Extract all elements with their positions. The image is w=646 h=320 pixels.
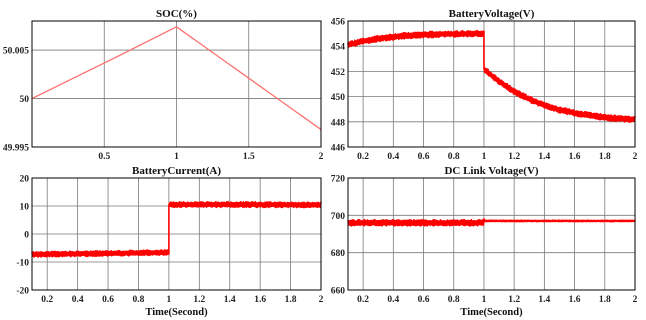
battery-current-chart: 0.2 0.4 0.6 0.8 1 1.2 1.4 1.6 1.8 2 -20 -10 0 10 20 Bat…: [16, 165, 323, 318]
battery-current-title: BatteryCurrent(A): [132, 165, 221, 177]
battery-voltage-x-tick-label: 0.4: [387, 152, 399, 162]
dc-link-voltage-plot-frame: [347, 177, 636, 291]
battery-voltage-x-tick-label: 0.8: [448, 152, 460, 162]
battery-voltage-x-tick-label: 2: [633, 152, 638, 162]
battery-current-x-tick-label: 0.2: [41, 295, 53, 305]
battery-voltage-x-tick-label: 1: [482, 152, 487, 162]
battery-voltage-x-tick-label: 1.2: [508, 152, 520, 162]
soc-y-tick-label: 50.005: [3, 47, 29, 57]
battery-voltage-y-tick-label: 446: [331, 144, 346, 154]
dc-link-voltage-x-tick-label: 1.4: [538, 295, 550, 305]
soc-x-tick-label: 2: [319, 152, 324, 162]
battery-current-x-tick-label: 2: [319, 295, 324, 305]
dc-link-voltage-x-axis-label: Time(Second): [460, 307, 523, 318]
soc-x-tick-label: 0.5: [98, 152, 110, 162]
battery-current-x-tick-label: 1: [167, 295, 172, 305]
battery-voltage-y-tick-label: 456: [331, 18, 346, 28]
dc-link-voltage-x-tick-label: 1.8: [599, 295, 611, 305]
battery-current-x-axis-label: Time(Second): [145, 307, 208, 318]
dc-link-voltage-y-tick-label: 680: [331, 249, 346, 259]
soc-y-tick-label: 49.995: [3, 144, 29, 154]
soc-y-tick-label: 50: [20, 95, 30, 105]
battery-voltage-x-tick-label: 0.6: [418, 152, 430, 162]
battery-voltage-x-tick-label: 1.8: [599, 152, 611, 162]
dc-link-voltage-x-tick-label: 2: [633, 295, 638, 305]
battery-current-y-tick-label: 0: [24, 231, 29, 241]
battery-voltage-y-tick-label: 448: [331, 118, 346, 128]
battery-voltage-x-tick-label: 1.4: [538, 152, 550, 162]
dc-link-voltage-x-tick-label: 1: [482, 295, 487, 305]
dc-link-voltage-x-tick-label: 0.8: [448, 295, 460, 305]
soc-series-line: [31, 26, 322, 131]
battery-voltage-y-tick-label: 454: [331, 43, 346, 53]
battery-current-y-tick-label: 10: [20, 203, 30, 213]
battery-current-y-tick-label: -20: [16, 287, 29, 297]
soc-x-tick-label: 1: [174, 152, 179, 162]
battery-voltage-x-tick-label: 1.6: [569, 152, 581, 162]
battery-current-x-tick-label: 0.4: [72, 295, 84, 305]
battery-current-x-tick-label: 0.6: [102, 295, 114, 305]
soc-plot-frame: [31, 20, 322, 148]
dc-link-voltage-x-tick-label: 0.4: [387, 295, 399, 305]
dc-link-voltage-x-tick-label: 0.6: [418, 295, 430, 305]
dc-link-voltage-y-tick-label: 660: [331, 287, 346, 297]
battery-current-y-tick-label: 20: [20, 175, 30, 185]
dc-link-voltage-series-line: [347, 218, 636, 227]
dc-link-voltage-x-tick-label: 1.2: [508, 295, 520, 305]
battery-voltage-title: BatteryVoltage(V): [449, 8, 535, 20]
battery-current-x-tick-label: 1.2: [193, 295, 205, 305]
battery-current-plot-frame: [31, 177, 322, 291]
battery-current-y-tick-label: -10: [16, 259, 29, 269]
soc-title: SOC(%): [156, 8, 197, 20]
dc-link-voltage-title: DC Link Voltage(V): [444, 165, 538, 177]
battery-voltage-x-tick-label: 0.2: [357, 152, 369, 162]
soc-chart: 0.5 1 1.5 2 49.995 50 50.005 SOC(%): [3, 8, 324, 162]
battery-voltage-plot-frame: [347, 20, 636, 148]
soc-x-tick-label: 1.5: [243, 152, 255, 162]
battery-voltage-chart: 0.2 0.4 0.6 0.8 1 1.2 1.4 1.6 1.8 2 446 448 450 452 45…: [331, 8, 638, 162]
battery-current-series-line: [31, 201, 322, 258]
dc-link-voltage-x-tick-label: 1.6: [569, 295, 581, 305]
dc-link-voltage-y-tick-label: 700: [331, 212, 346, 222]
dc-link-voltage-x-tick-label: 0.2: [357, 295, 369, 305]
dc-link-voltage-chart: 0.2 0.4 0.6 0.8 1 1.2 1.4 1.6 1.8 2 660 680 700 720 DC…: [331, 165, 638, 318]
battery-voltage-y-tick-label: 452: [331, 68, 346, 78]
battery-current-x-tick-label: 1.4: [224, 295, 236, 305]
battery-current-x-tick-label: 0.8: [133, 295, 145, 305]
battery-voltage-y-tick-label: 450: [331, 93, 346, 103]
dc-link-voltage-y-tick-label: 720: [331, 175, 346, 185]
battery-current-x-tick-label: 1.6: [254, 295, 266, 305]
battery-current-x-tick-label: 1.8: [285, 295, 297, 305]
battery-voltage-series-line: [347, 29, 636, 123]
